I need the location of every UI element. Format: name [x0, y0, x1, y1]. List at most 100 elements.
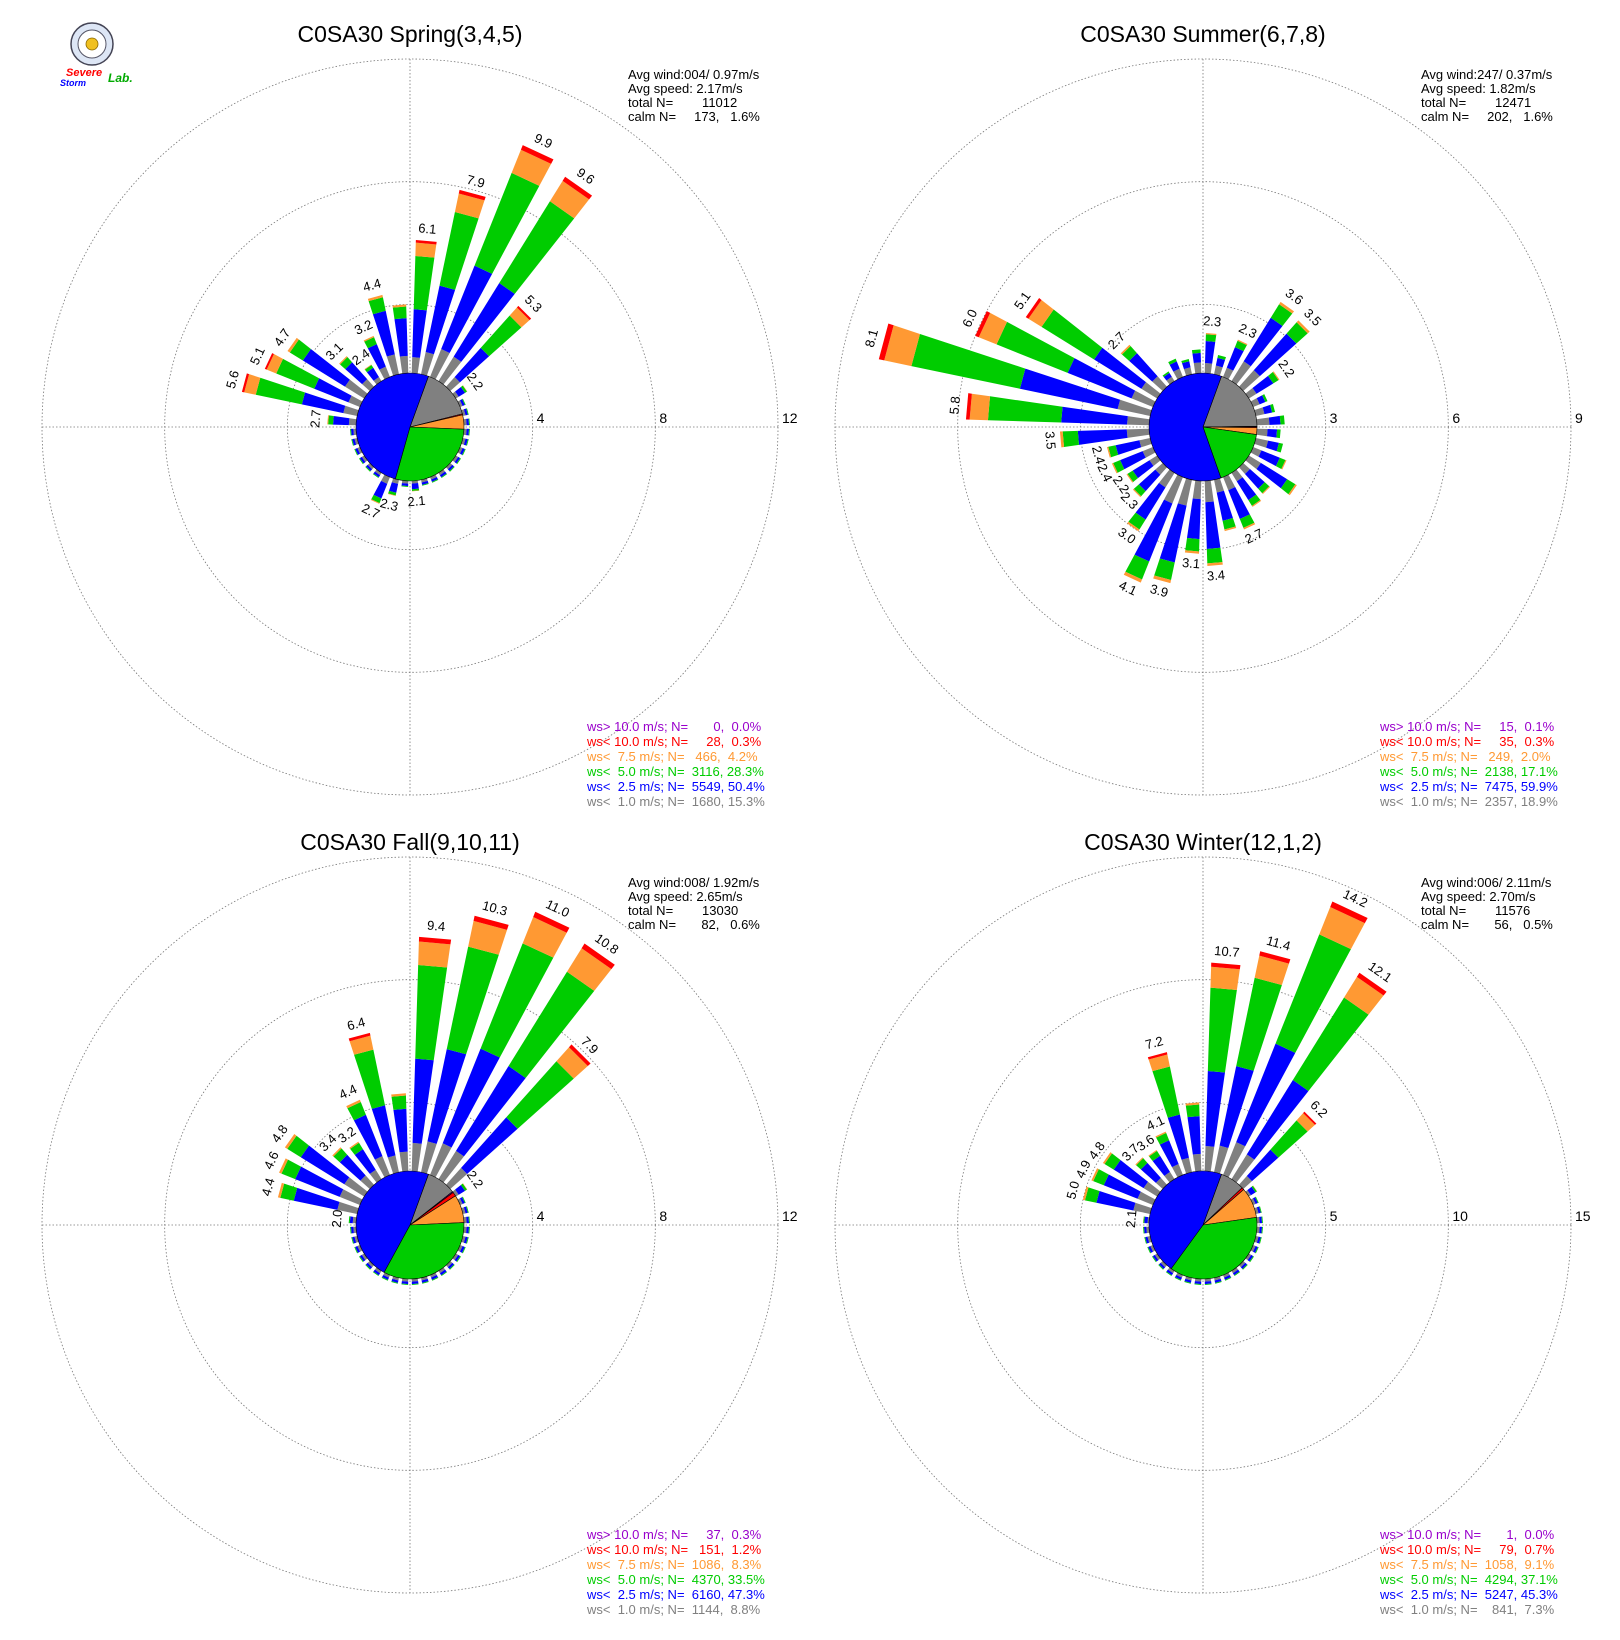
bar-segment-lt-10	[415, 240, 437, 245]
bar-segment-lt-10	[516, 305, 532, 321]
bar-segment-lt-1	[445, 462, 453, 470]
legend-entry-lt-2-5: ws< 2.5 m/s; N= 6160, 47.3%	[586, 1587, 765, 1602]
bar-segment-lt-7-5	[346, 1099, 361, 1109]
pie-slice-lt-2-5	[1148, 1170, 1222, 1270]
bar-segment-lt-5	[364, 364, 374, 373]
bar-value-label: 2.2	[1275, 357, 1298, 380]
bar-segment-lt-2-5	[365, 1262, 373, 1270]
bar-segment-lt-10	[264, 353, 274, 370]
bar-segment-lt-5	[462, 398, 466, 406]
bar-segment-lt-1	[1256, 428, 1268, 437]
bar-segment-lt-2-5	[1169, 361, 1180, 372]
bar-value-label: 2.7	[1242, 525, 1265, 546]
bar-value-label: 9.6	[574, 165, 597, 188]
bar-value-label: 4.9	[1073, 1158, 1094, 1181]
logo-text-severe: Severe	[66, 67, 102, 79]
bar-segment-lt-5	[996, 321, 1075, 373]
bar-segment-lt-5	[1162, 371, 1170, 377]
stat-line: total N= 12471	[1421, 95, 1531, 110]
bar-segment-lt-7-5	[1153, 575, 1172, 584]
bar-segment-lt-1	[337, 1201, 359, 1214]
bar-segment-lt-1	[1126, 428, 1150, 438]
bar-segment-lt-1	[1250, 398, 1260, 407]
bar-segment-lt-2-5	[389, 482, 399, 493]
bar-segment-lt-5	[462, 1196, 466, 1204]
bar-segment-lt-2-5	[394, 318, 408, 357]
bar-segment-lt-1	[1185, 1276, 1192, 1281]
bar-segment-lt-2-5	[454, 347, 490, 383]
bar-segment-lt-1	[1214, 1145, 1229, 1174]
bar-segment-lt-1	[438, 356, 462, 385]
bar-value-label: 2.4	[1094, 461, 1115, 484]
bar-value-label: 6.4	[345, 1014, 366, 1033]
bar-segment-lt-1	[463, 428, 467, 436]
bar-segment-lt-5	[1255, 1246, 1259, 1254]
bar-segment-lt-7-5	[277, 1182, 285, 1198]
bar-segment-lt-7-5	[1111, 462, 1118, 474]
bar-segment-lt-5	[499, 201, 575, 294]
bar-segment-lt-5	[446, 946, 499, 1055]
bar-segment-lt-1	[452, 1253, 459, 1261]
bar-segment-lt-5	[441, 473, 448, 478]
ring-tick-label: 4	[537, 410, 545, 426]
bar-segment-lt-5	[1184, 1281, 1191, 1284]
bar-segment-lt-1	[374, 469, 382, 476]
bar-segment-lt-7-5	[556, 1047, 588, 1079]
bar-segment-lt-2-5	[1152, 1254, 1159, 1262]
bar-value-label: 3.2	[335, 1123, 358, 1146]
bar-segment-lt-2-5	[1240, 1262, 1248, 1270]
bar-segment-lt-1	[357, 1245, 363, 1252]
bar-segment-lt-5	[388, 490, 397, 496]
bar-segment-lt-7-5	[1243, 522, 1256, 530]
bar-segment-lt-2-5	[466, 1226, 470, 1234]
bar-segment-lt-2-5	[1243, 317, 1283, 367]
bar-segment-lt-7-5	[418, 941, 451, 968]
bar-value-label: 6.2	[1307, 1097, 1330, 1120]
bar-segment-lt-2-5	[1145, 1236, 1150, 1244]
bar-segment-lt-5	[1165, 1271, 1172, 1276]
bar-segment-lt-5	[1185, 1104, 1200, 1118]
bar-segment-lt-5	[280, 1183, 298, 1201]
bar-segment-lt-5	[911, 333, 1026, 389]
bar-segment-lt-5	[1276, 442, 1284, 453]
bar-segment-lt-5	[431, 1277, 439, 1281]
bar-segment-lt-1	[1254, 1207, 1259, 1214]
legend-entry-lt-10: ws< 10.0 m/s; N= 35, 0.3%	[1379, 734, 1555, 749]
bar-value-label: 10.3	[481, 898, 509, 919]
bar-segment-lt-1	[1204, 363, 1213, 374]
bar-segment-lt-2-5	[1247, 1186, 1256, 1196]
bar-segment-lt-2-5	[455, 1184, 466, 1195]
bar-segment-lt-2-5	[354, 1149, 376, 1174]
bar-segment-lt-2-5	[421, 480, 429, 485]
ring-tick-label: 9	[1575, 410, 1583, 426]
stat-line: Avg speed: 2.65m/s	[628, 889, 743, 904]
bar-segment-lt-7-5	[462, 1183, 468, 1190]
bar-segment-lt-5	[392, 306, 407, 320]
windrose-panel: 4 8 129.410.3 11.010.87.92.22.04.44.64.8 3.4…	[41, 829, 798, 1617]
bar-segment-lt-2-5	[1144, 1216, 1149, 1224]
stat-line: calm N= 173, 1.6%	[628, 109, 760, 124]
bar-segment-lt-1	[461, 1207, 466, 1214]
bar-segment-lt-1	[1254, 1236, 1259, 1243]
bar-segment-lt-2-5	[453, 283, 515, 362]
bar-segment-lt-2-5	[454, 456, 461, 464]
bar-segment-lt-1	[1194, 1278, 1202, 1282]
bar-value-label: 3.5	[1042, 431, 1059, 450]
bar-segment-lt-2-5	[412, 1058, 434, 1144]
bar-segment-lt-5	[468, 1216, 470, 1224]
bar-value-label: 5.6	[223, 369, 242, 390]
bar-segment-lt-5	[350, 428, 352, 436]
bar-segment-lt-7-5	[284, 1133, 297, 1149]
bar-segment-lt-2-5	[439, 471, 447, 478]
bar-segment-lt-1	[1256, 417, 1270, 426]
bar-segment-lt-1	[1147, 1236, 1152, 1243]
bar-segment-lt-2-5	[355, 448, 361, 455]
bar-segment-lt-2-5	[1067, 358, 1136, 399]
bar-segment-lt-2-5	[455, 1066, 526, 1157]
bar-segment-lt-2-5	[353, 1114, 383, 1160]
bar-segment-lt-1	[1214, 1276, 1221, 1281]
bar-segment-lt-1	[1150, 1245, 1156, 1252]
bar-segment-lt-1	[457, 400, 463, 407]
bar-value-label: 3.1	[1181, 555, 1200, 572]
bar-segment-lt-2-5	[393, 1108, 408, 1153]
